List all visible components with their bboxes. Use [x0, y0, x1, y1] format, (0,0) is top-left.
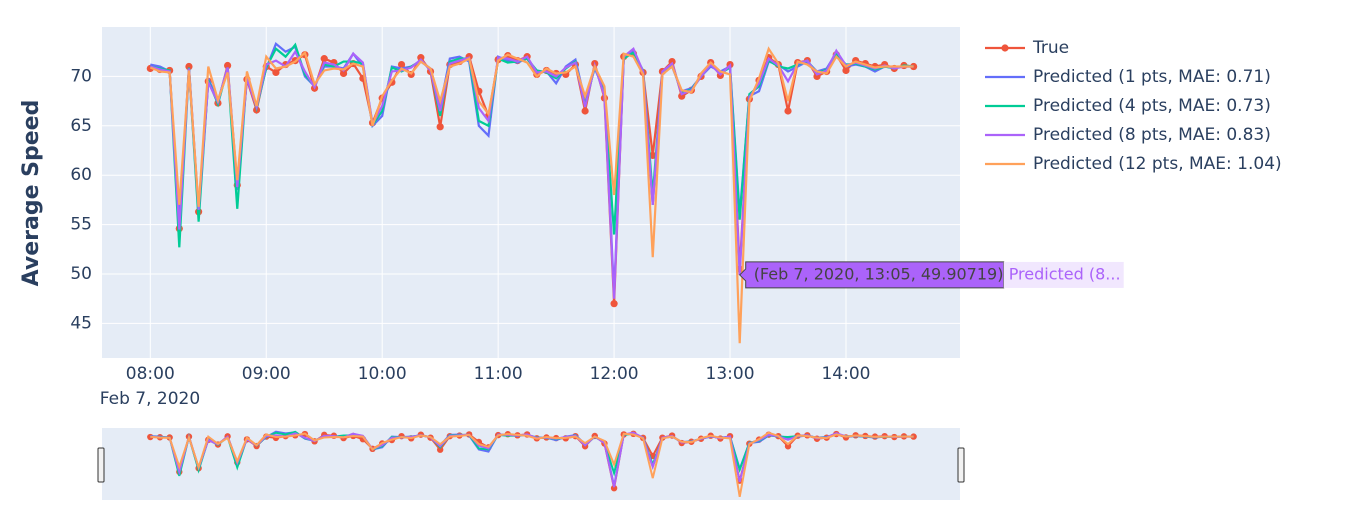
x-date-label: Feb 7, 2020	[100, 389, 200, 409]
legend-label: Predicted (8 pts, MAE: 0.83)	[1033, 125, 1271, 145]
series-line	[149, 46, 914, 299]
x-tick-label: 12:00	[590, 364, 639, 384]
y-tick-label: 50	[70, 264, 92, 284]
data-point	[339, 69, 348, 78]
hover-label: Predicted (8...	[1009, 264, 1121, 283]
data-point	[185, 62, 193, 71]
x-tick-label: 13:00	[706, 364, 755, 384]
slider-line	[150, 431, 914, 488]
data-point	[610, 300, 618, 308]
y-tick-label: 65	[70, 116, 92, 136]
y-axis-title: Average Speed	[19, 100, 44, 287]
legend-marker	[1001, 44, 1009, 52]
x-tick-label: 11:00	[474, 364, 523, 384]
y-tick-label: 45	[70, 313, 92, 333]
hover-box	[738, 261, 1005, 289]
hover-text: (Feb 7, 2020, 13:05, 49.90719)	[754, 264, 1004, 283]
data-point	[417, 54, 425, 62]
slider-handle-left[interactable]	[97, 447, 105, 483]
data-point	[784, 107, 792, 115]
legend-label: Predicted (12 pts, MAE: 1.04)	[1033, 154, 1282, 174]
x-tick-label: 14:00	[821, 364, 870, 384]
data-point	[224, 61, 232, 70]
hover-label-box	[1003, 261, 1124, 288]
legend-label: Predicted (1 pts, MAE: 0.71)	[1033, 67, 1271, 87]
x-tick-label: 09:00	[242, 364, 291, 384]
y-tick-label: 70	[70, 66, 92, 86]
data-point	[910, 62, 918, 71]
data-point	[272, 68, 280, 77]
slider-line	[150, 431, 914, 497]
data-point	[842, 66, 850, 75]
data-point	[320, 55, 328, 63]
y-tick-label: 60	[70, 165, 92, 185]
data-point	[649, 151, 657, 160]
x-tick-label: 10:00	[358, 364, 407, 384]
data-point	[581, 107, 589, 115]
legend-label: Predicted (4 pts, MAE: 0.73)	[1033, 96, 1271, 116]
data-point	[436, 123, 444, 131]
series-line	[149, 46, 914, 344]
data-point	[397, 60, 406, 69]
slider-handle-right[interactable]	[957, 447, 965, 483]
slider-point	[784, 443, 792, 450]
range-slider[interactable]	[102, 428, 960, 500]
legend-label: True	[1032, 38, 1069, 58]
hover-tooltip: (Feb 7, 2020, 13:05, 49.90719) Predicted …	[738, 261, 1124, 289]
y-tick-label: 55	[70, 215, 92, 235]
slider-point	[436, 446, 444, 453]
data-point	[668, 57, 676, 66]
x-tick-label: 08:00	[126, 364, 175, 384]
slider-point	[610, 484, 618, 492]
